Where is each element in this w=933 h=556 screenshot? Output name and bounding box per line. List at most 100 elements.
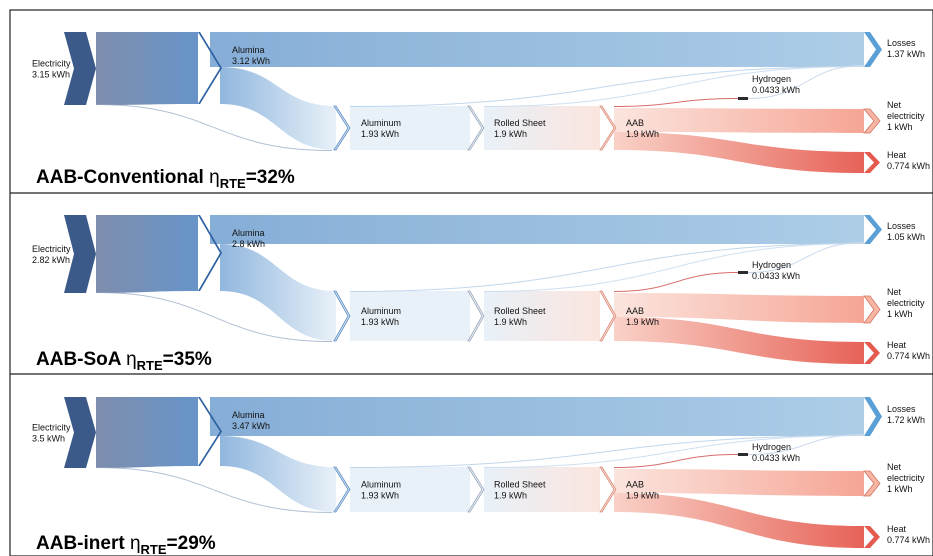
- label-hydrogen-value: 0.0433 kWh: [752, 453, 800, 463]
- label-losses-name: Losses: [887, 404, 916, 414]
- panel-title-eta-subscript: RTE: [141, 542, 167, 556]
- link-hydrogen-losses: [748, 434, 864, 455]
- label-aluminum-name: Aluminum: [361, 306, 401, 316]
- node-rolled-sheet: [467, 105, 485, 151]
- label-heat-value: 0.774 kWh: [887, 535, 930, 545]
- label-heat-value: 0.774 kWh: [887, 351, 930, 361]
- node-losses: [864, 32, 882, 67]
- label-aluminum-value: 1.93 kWh: [361, 317, 399, 327]
- panel-title: AAB-SoA ηRTE=35%: [36, 349, 212, 373]
- label-losses-name: Losses: [887, 221, 916, 231]
- node-aab: [599, 290, 617, 342]
- label-hydrogen-name: Hydrogen: [752, 74, 791, 84]
- label-alumina-value: 2.8 kWh: [232, 239, 265, 249]
- link-hydrogen-losses: [748, 65, 864, 99]
- node-hydrogen: [738, 271, 748, 274]
- link-alumina-aluminum: [220, 67, 336, 150]
- label-electricity-value: 3.5 kWh: [32, 434, 65, 444]
- node-aluminum: [333, 105, 351, 151]
- panel-title-efficiency: =35%: [163, 349, 212, 370]
- link-aab-hydrogen: [614, 272, 738, 292]
- label-net-electricity-value: 1 kWh: [887, 122, 913, 132]
- label-net-electricity-name: electricity: [887, 111, 925, 121]
- node-heat: [864, 342, 880, 364]
- label-aab-value: 1.9 kWh: [626, 317, 659, 327]
- label-net-electricity-name: Net: [887, 462, 902, 472]
- link-aluminum-rolled-sheet: [350, 106, 470, 150]
- node-net-electricity: [863, 108, 881, 134]
- panel-title-eta: η: [130, 533, 141, 554]
- figure-border: [9, 9, 933, 556]
- label-net-electricity-name: Net: [887, 100, 902, 110]
- label-alumina-name: Alumina: [232, 410, 265, 420]
- node-hydrogen: [738, 453, 748, 456]
- link-alumina-losses: [210, 32, 864, 67]
- label-rolled-sheet-value: 1.9 kWh: [494, 317, 527, 327]
- panel-title: AAB-inert ηRTE=29%: [36, 533, 216, 556]
- link-alumina-losses: [210, 397, 864, 436]
- link-alumina-losses: [210, 215, 864, 244]
- link-rolled-sheet-aab: [484, 291, 600, 341]
- label-losses-name: Losses: [887, 38, 916, 48]
- label-rolled-sheet-name: Rolled Sheet: [494, 306, 546, 316]
- link-alumina-aluminum: [220, 436, 336, 512]
- label-hydrogen-name: Hydrogen: [752, 442, 791, 452]
- label-electricity-value: 2.82 kWh: [32, 255, 70, 265]
- link-rolled-sheet-losses: [484, 243, 864, 292]
- panel-title-eta: η: [209, 167, 220, 188]
- link-rolled-sheet-aab: [484, 106, 600, 150]
- link-electricity-alumina: [96, 215, 198, 293]
- panel-title-eta-subscript: RTE: [137, 358, 163, 373]
- link-aab-heat: [614, 493, 864, 548]
- node-electricity: [64, 215, 96, 293]
- label-heat-value: 0.774 kWh: [887, 161, 930, 171]
- node-electricity: [64, 397, 96, 468]
- panel-title-eta-subscript: RTE: [220, 176, 246, 191]
- label-rolled-sheet-name: Rolled Sheet: [494, 480, 546, 490]
- label-losses-value: 1.72 kWh: [887, 415, 925, 425]
- link-electricity-losses: [96, 292, 332, 342]
- label-rolled-sheet-value: 1.9 kWh: [494, 129, 527, 139]
- label-net-electricity-name: electricity: [887, 298, 925, 308]
- label-alumina-name: Alumina: [232, 45, 265, 55]
- label-aab-name: AAB: [626, 480, 644, 490]
- node-aab: [599, 105, 617, 151]
- label-hydrogen-value: 0.0433 kWh: [752, 85, 800, 95]
- link-alumina-aluminum: [220, 244, 336, 341]
- link-rolled-sheet-losses: [484, 66, 864, 107]
- label-rolled-sheet-name: Rolled Sheet: [494, 118, 546, 128]
- link-aluminum-rolled-sheet: [350, 291, 470, 341]
- link-aluminum-losses: [350, 66, 864, 107]
- node-hydrogen: [738, 97, 748, 100]
- label-losses-value: 1.05 kWh: [887, 232, 925, 242]
- panel-title-scenario: AAB-inert: [36, 533, 130, 554]
- link-aab-hydrogen: [614, 98, 738, 107]
- label-net-electricity-name: electricity: [887, 473, 925, 483]
- label-aab-name: AAB: [626, 306, 644, 316]
- node-rolled-sheet: [467, 290, 485, 342]
- label-heat-name: Heat: [887, 150, 907, 160]
- node-aab: [599, 466, 617, 513]
- link-aab-heat: [614, 317, 864, 364]
- link-aluminum-losses: [350, 435, 864, 468]
- label-aluminum-name: Aluminum: [361, 118, 401, 128]
- link-electricity-alumina: [96, 397, 198, 468]
- link-aab-heat: [614, 132, 864, 173]
- label-electricity-name: Electricity: [32, 59, 71, 69]
- node-aluminum: [333, 466, 351, 513]
- link-aluminum-losses: [350, 243, 864, 292]
- label-aluminum-value: 1.93 kWh: [361, 491, 399, 501]
- label-net-electricity-value: 1 kWh: [887, 484, 913, 494]
- panel-title-scenario: AAB-Conventional: [36, 167, 209, 188]
- panel-title-scenario: AAB-SoA: [36, 349, 126, 370]
- link-rolled-sheet-aab: [484, 467, 600, 512]
- link-aab-net-electricity: [614, 293, 864, 323]
- panel-title-efficiency: =32%: [246, 167, 295, 188]
- label-hydrogen-name: Hydrogen: [752, 260, 791, 270]
- label-aluminum-value: 1.93 kWh: [361, 129, 399, 139]
- panel-title: AAB-Conventional ηRTE=32%: [36, 167, 295, 191]
